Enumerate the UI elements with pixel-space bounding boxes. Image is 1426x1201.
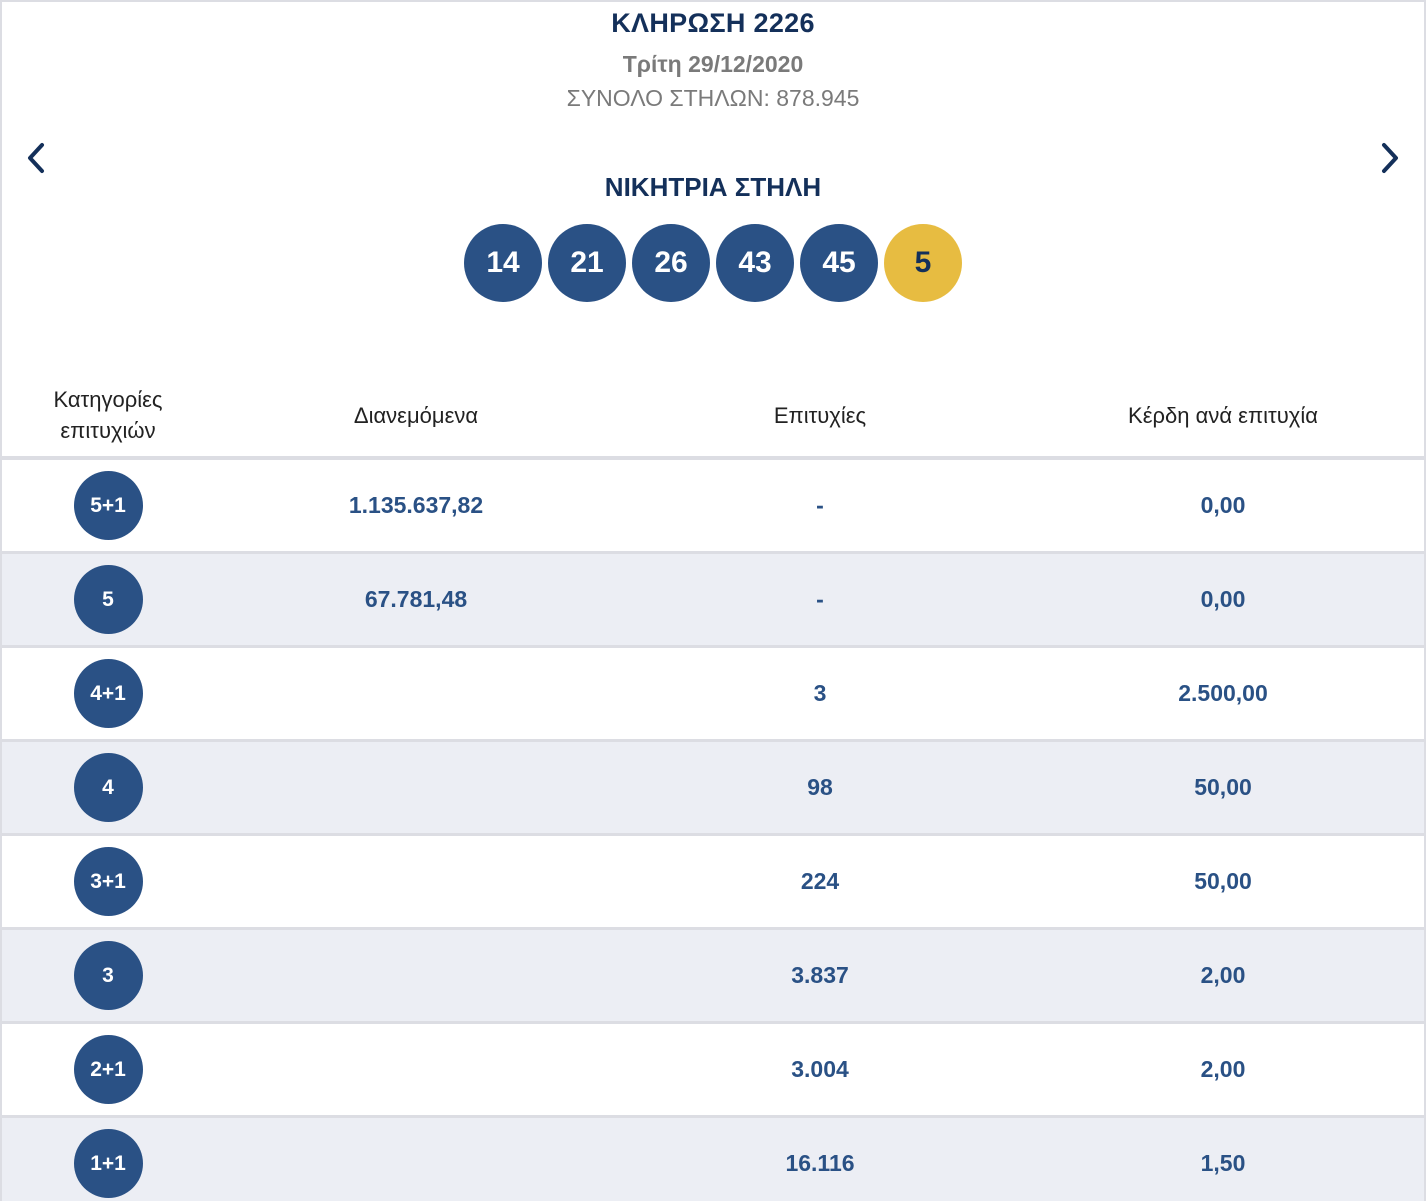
category-badge: 3 [73, 941, 143, 1010]
distributed-cell: 67.781,48 [364, 586, 468, 612]
winners-cell: 3.837 [791, 962, 849, 988]
prize-cell: 0,00 [1200, 586, 1246, 612]
prize-cell: 1,50 [1200, 1150, 1246, 1176]
winning-number-ball: 43 [716, 224, 794, 302]
prize-cell: 50,00 [1194, 868, 1252, 894]
prize-cell: 0,00 [1200, 492, 1246, 518]
winning-number-ball: 45 [800, 224, 878, 302]
category-badge: 2+1 [73, 1035, 143, 1104]
winning-number-ball: 14 [464, 224, 542, 302]
table-row: 1+1 16.116 1,50 [2, 1118, 1424, 1201]
table-row: 3 3.837 2,00 [2, 930, 1424, 1024]
table-row: 3+1 224 50,00 [2, 836, 1424, 930]
prize-cell: 2,00 [1200, 1056, 1246, 1082]
table-header: Κατηγορίες επιτυχιών Διανεμόμενα Επιτυχί… [2, 374, 1424, 460]
prize-cell: 2.500,00 [1178, 680, 1268, 706]
header-category: Κατηγορίες επιτυχιών [2, 374, 214, 456]
chevron-right-icon [1382, 143, 1398, 173]
distributed-cell [214, 648, 618, 739]
prize-cell: 50,00 [1194, 774, 1252, 800]
prize-table-body: 5+1 1.135.637,82 - 0,00 5 67.781,48 - 0,… [2, 460, 1424, 1201]
category-badge: 4 [73, 753, 143, 822]
category-badge: 4+1 [73, 659, 143, 728]
winners-cell: 3.004 [791, 1056, 849, 1082]
winners-cell: 3 [813, 680, 827, 706]
header-prize-per-winner: Κέρδη ανά επιτυχία [1128, 402, 1318, 428]
table-row: 5+1 1.135.637,82 - 0,00 [2, 460, 1424, 554]
category-badge: 5 [73, 565, 143, 634]
category-badge: 1+1 [73, 1129, 143, 1198]
table-row: 4+1 3 2.500,00 [2, 648, 1424, 742]
winning-column-title: ΝΙΚΗΤΡΙΑ ΣΤΗΛΗ [604, 172, 822, 202]
draw-date: Τρίτη 29/12/2020 [622, 51, 804, 77]
table-row: 4 98 50,00 [2, 742, 1424, 836]
next-draw-button[interactable] [1372, 138, 1408, 178]
winning-number-ball: 26 [632, 224, 710, 302]
bonus-number-ball: 5 [884, 224, 962, 302]
draw-total-columns: ΣΥΝΟΛΟ ΣΤΗΛΩΝ: 878.945 [566, 85, 860, 111]
distributed-cell: 1.135.637,82 [348, 492, 484, 518]
draw-title: ΚΛΗΡΩΣΗ 2226 [611, 8, 815, 38]
distributed-cell [214, 1024, 618, 1115]
winning-number-ball: 21 [548, 224, 626, 302]
winners-cell: - [816, 586, 824, 612]
distributed-cell [214, 930, 618, 1021]
distributed-cell [214, 1118, 618, 1201]
table-row: 2+1 3.004 2,00 [2, 1024, 1424, 1118]
winning-numbers: 14 21 26 43 45 5 [2, 224, 1424, 302]
chevron-left-icon [28, 143, 44, 173]
category-badge: 5+1 [73, 471, 143, 540]
table-row: 5 67.781,48 - 0,00 [2, 554, 1424, 648]
winners-cell: 16.116 [785, 1150, 855, 1176]
header-category-line1: Κατηγορίες [53, 387, 163, 412]
distributed-cell [214, 742, 618, 833]
winners-cell: 224 [800, 868, 840, 894]
header-category-line2: επιτυχιών [60, 418, 156, 443]
category-badge: 3+1 [73, 847, 143, 916]
previous-draw-button[interactable] [18, 138, 54, 178]
header-winners: Επιτυχίες [773, 402, 867, 428]
header-distributed: Διανεμόμενα [353, 402, 479, 428]
winners-cell: - [816, 492, 824, 518]
winners-cell: 98 [807, 774, 833, 800]
prize-cell: 2,00 [1200, 962, 1246, 988]
distributed-cell [214, 836, 618, 927]
